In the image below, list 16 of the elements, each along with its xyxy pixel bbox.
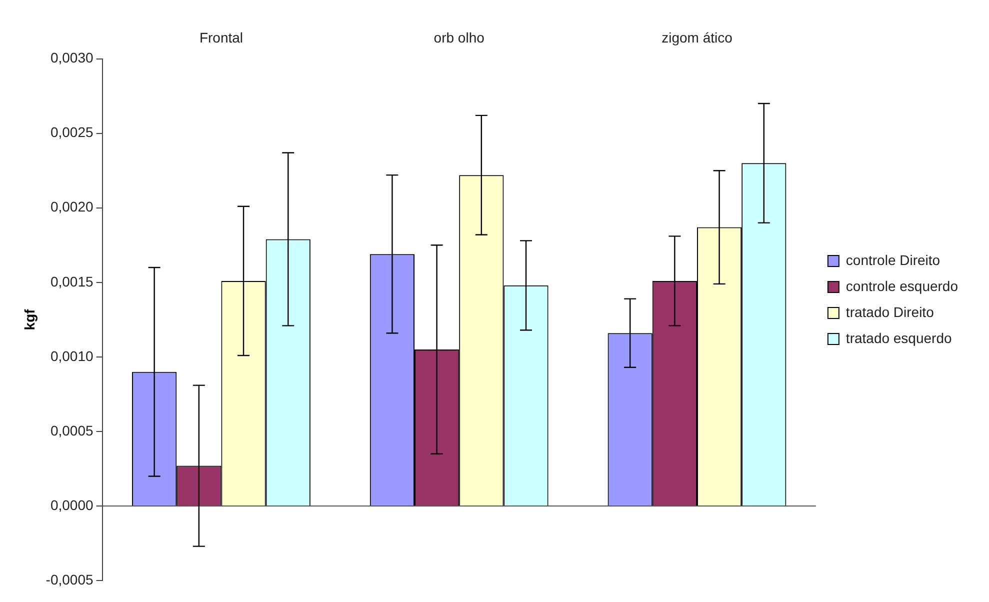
- y-tick-label: 0,0020: [50, 198, 94, 215]
- y-tick-label: 0,0005: [50, 422, 94, 438]
- x-tick-label: orb olho: [434, 29, 485, 46]
- y-tick-label: 0,0000: [50, 496, 94, 513]
- y-tick-label: 0,0030: [50, 50, 94, 66]
- y-tick-label: 0,0010: [50, 348, 94, 364]
- legend-label: tratado Direito: [846, 304, 934, 320]
- y-tick-label: 0,0025: [50, 124, 94, 140]
- legend-label: tratado esquerdo: [846, 330, 952, 346]
- y-tick-label: 0,0015: [50, 273, 94, 290]
- y-tick-label: -0,0005: [46, 571, 94, 588]
- legend-label: controle esquerdo: [846, 278, 958, 294]
- legend-label: controle Direito: [846, 252, 940, 268]
- x-tick-label: zigom ático: [662, 29, 733, 46]
- y-axis-title: kgf: [21, 308, 38, 330]
- x-tick-label: Frontal: [199, 29, 244, 46]
